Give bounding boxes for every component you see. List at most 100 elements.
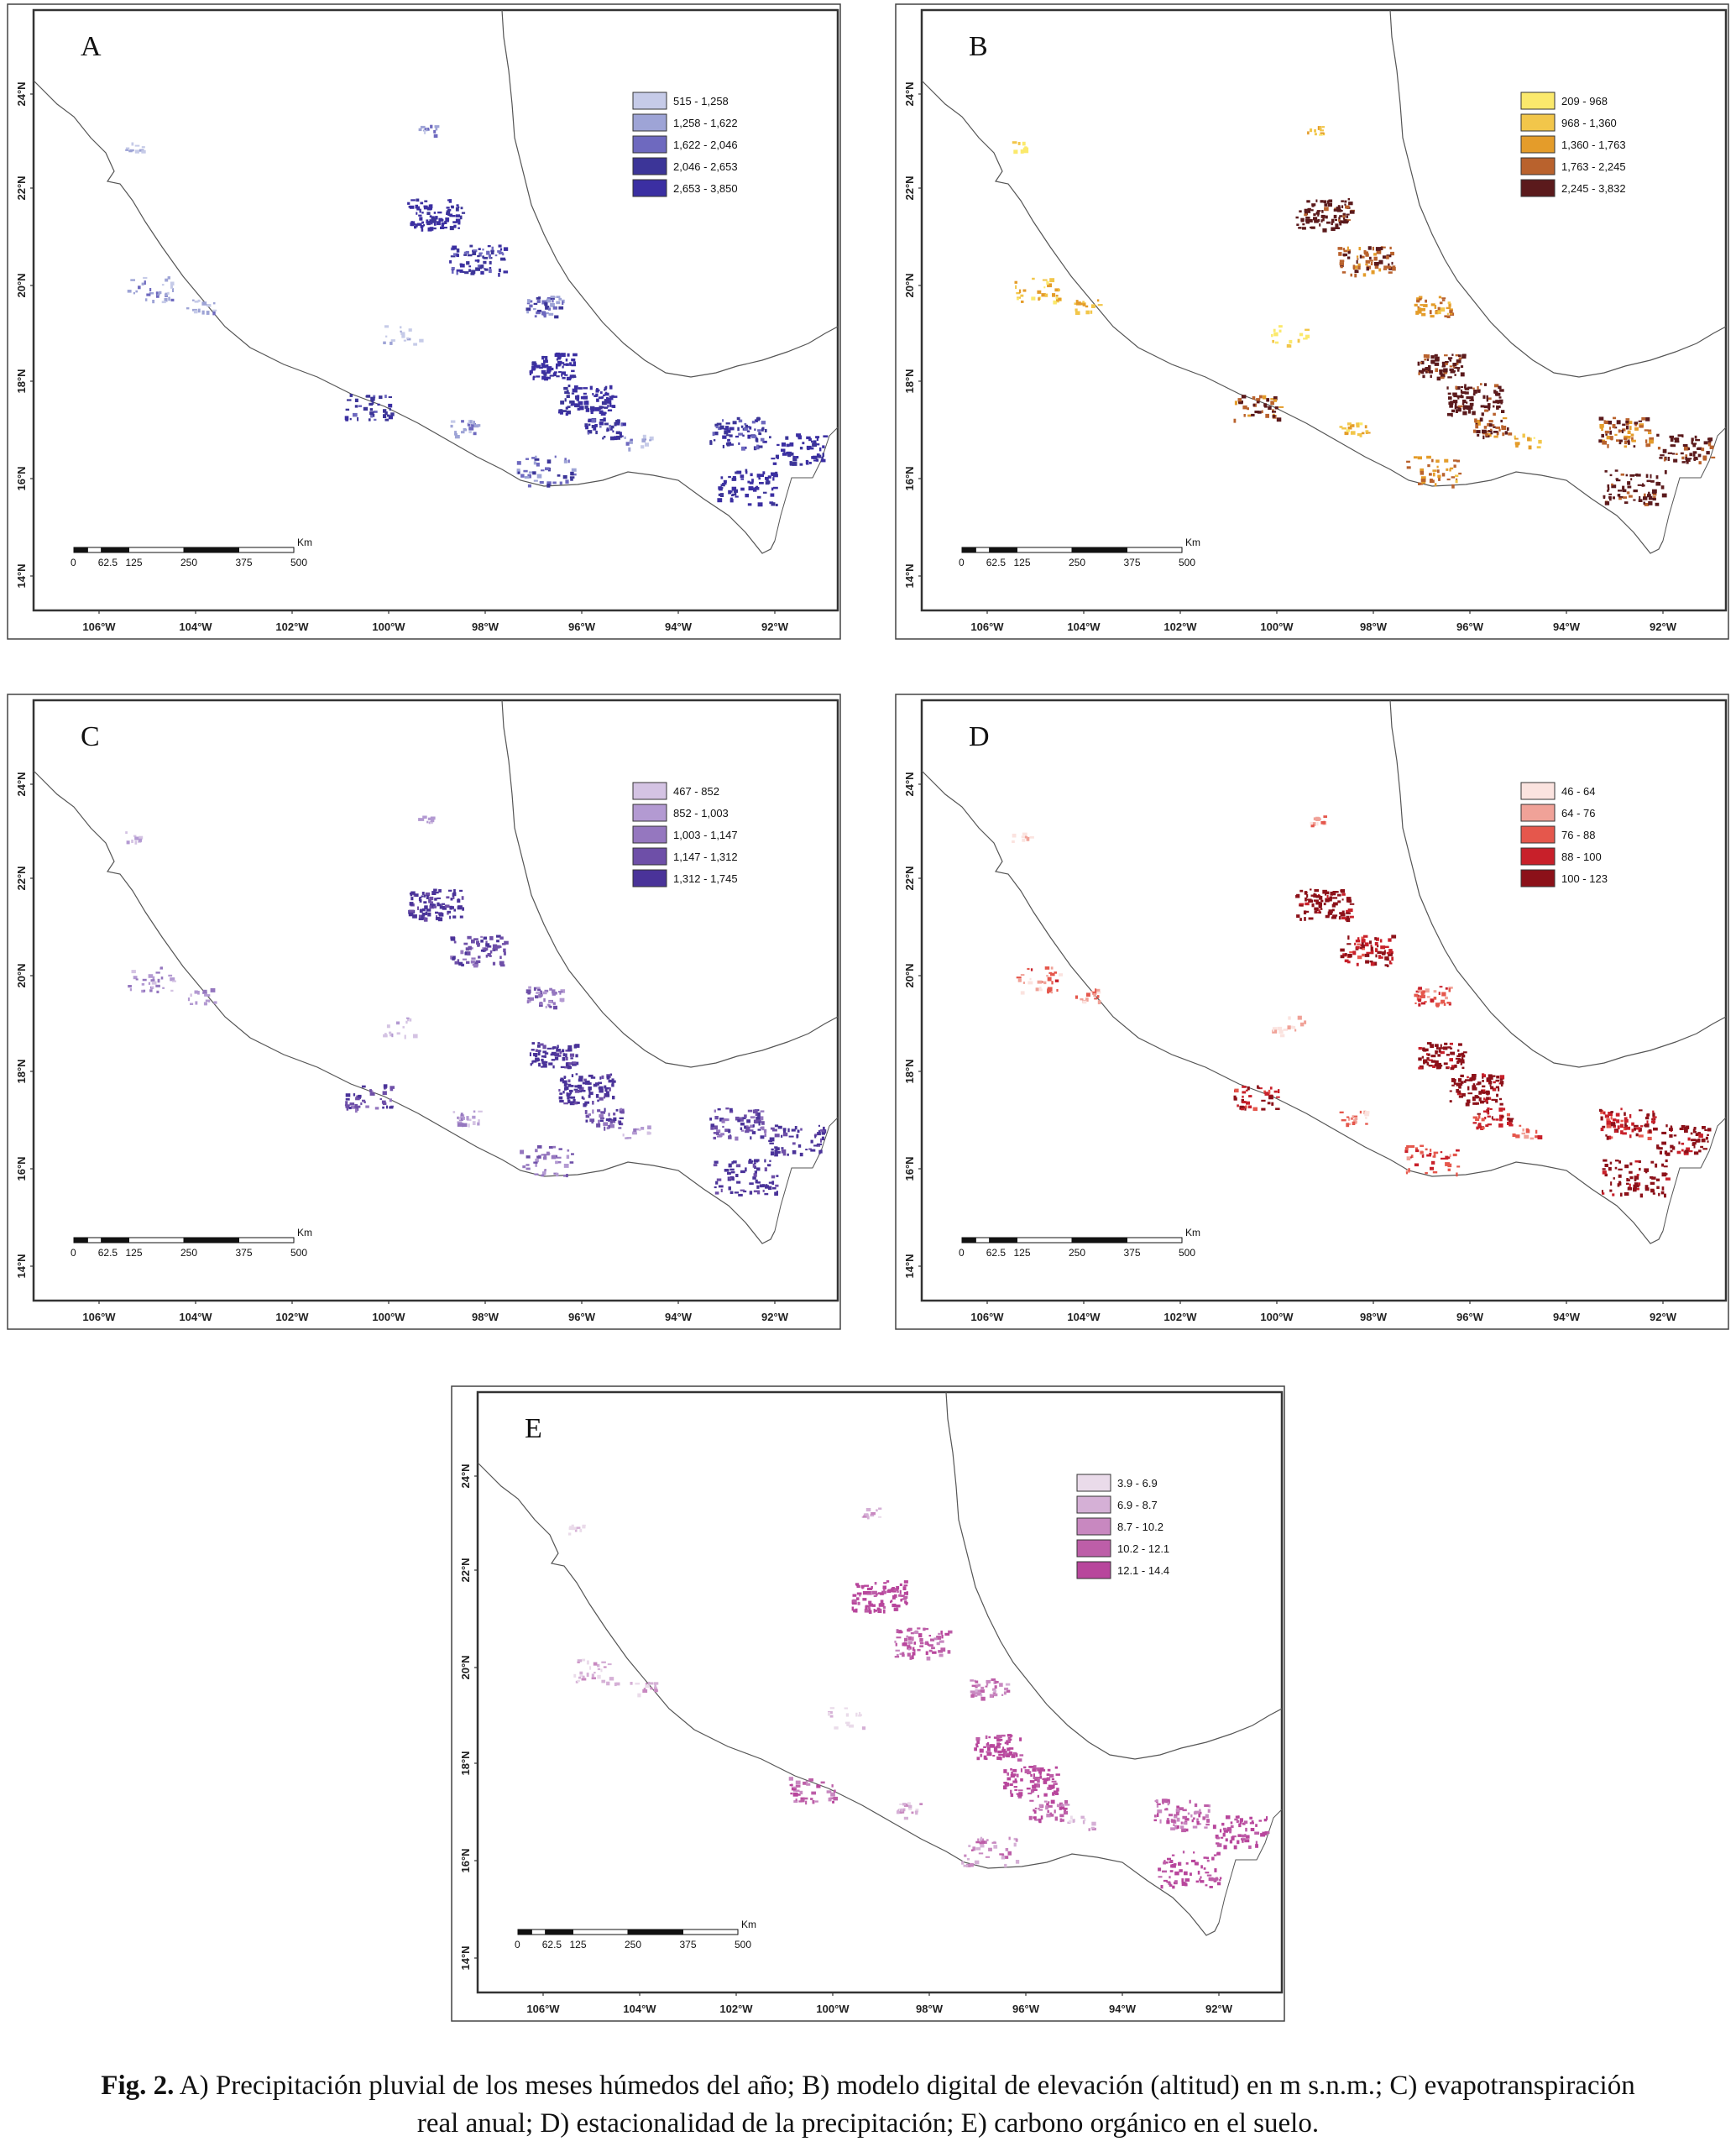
distribution-patch: [409, 1018, 412, 1022]
distribution-patch: [454, 431, 457, 435]
distribution-patch: [597, 1668, 601, 1671]
distribution-patch: [546, 364, 549, 367]
distribution-patch: [606, 1075, 610, 1080]
distribution-patch: [1611, 483, 1613, 486]
distribution-patch: [1417, 456, 1422, 460]
legend-swatch: [1520, 804, 1556, 822]
distribution-patch: [1655, 1163, 1658, 1168]
distribution-patch: [726, 442, 730, 447]
distribution-patch: [547, 307, 552, 311]
distribution-patch: [457, 898, 461, 903]
distribution-patch: [749, 1182, 754, 1186]
distribution-patch: [1436, 469, 1440, 474]
distribution-patch: [1347, 251, 1351, 254]
distribution-patch: [1416, 297, 1421, 301]
distribution-patch: [1524, 1134, 1529, 1139]
distribution-patch: [1426, 354, 1430, 359]
distribution-patch: [1434, 483, 1437, 487]
distribution-patch: [1501, 425, 1503, 428]
distribution-patch: [1477, 1123, 1482, 1127]
distribution-patch: [1266, 1816, 1268, 1820]
distribution-patch: [1341, 1119, 1346, 1122]
distribution-patch: [389, 1106, 394, 1109]
distribution-patch: [1206, 1819, 1209, 1823]
distribution-patch: [791, 1128, 796, 1132]
distribution-patch: [1200, 1876, 1202, 1879]
distribution-patch: [1241, 395, 1247, 399]
distribution-patch: [884, 1586, 886, 1589]
distribution-patch: [494, 946, 498, 951]
distribution-patch: [1355, 940, 1361, 943]
distribution-patch: [1242, 1095, 1244, 1098]
distribution-patch: [822, 453, 824, 458]
distribution-patch: [1633, 1187, 1637, 1192]
distribution-patch: [1437, 310, 1441, 315]
legend-label: 515 - 1,258: [673, 95, 729, 107]
distribution-patch: [1655, 1178, 1660, 1181]
distribution-patch: [129, 149, 134, 152]
distribution-patch: [463, 942, 468, 945]
distribution-patch: [1650, 1175, 1654, 1179]
distribution-patch: [720, 476, 724, 479]
distribution-patch: [544, 302, 548, 306]
distribution-patch: [1479, 417, 1483, 422]
distribution-patch: [1609, 1189, 1613, 1192]
distribution-patch: [1604, 1114, 1610, 1118]
distribution-patch: [1626, 491, 1630, 495]
legend-label: 1,312 - 1,745: [673, 872, 738, 885]
distribution-patch: [1296, 223, 1299, 226]
distribution-patch: [1689, 453, 1692, 457]
distribution-patch: [1019, 1754, 1024, 1757]
distribution-patch: [1608, 1135, 1612, 1140]
distribution-patch: [462, 1123, 468, 1127]
distribution-patch: [1357, 263, 1361, 267]
distribution-patch: [1489, 1084, 1492, 1087]
distribution-patch: [1606, 1123, 1612, 1128]
scale-tick-label: 62.5: [542, 1939, 562, 1950]
distribution-patch: [562, 474, 567, 479]
distribution-patch: [1091, 304, 1095, 308]
distribution-patch: [811, 1791, 816, 1795]
distribution-patch: [1420, 994, 1425, 998]
distribution-patch: [1016, 977, 1022, 979]
distribution-patch: [1480, 405, 1485, 408]
distribution-patch: [986, 1741, 990, 1746]
distribution-patch: [1208, 1804, 1210, 1808]
distribution-patch: [1509, 1123, 1514, 1127]
distribution-patch: [995, 1736, 1000, 1739]
distribution-patch: [1304, 917, 1306, 921]
distribution-patch: [546, 298, 552, 303]
distribution-patch: [1045, 1805, 1048, 1810]
distribution-patch: [1366, 951, 1371, 955]
distribution-patch: [424, 200, 428, 202]
distribution-patch: [1051, 1778, 1054, 1780]
distribution-patch: [1683, 1153, 1689, 1155]
distribution-patch: [620, 422, 626, 427]
distribution-patch: [1059, 1806, 1062, 1810]
distribution-patch: [613, 395, 618, 398]
distribution-patch: [757, 495, 761, 499]
distribution-patch: [361, 1085, 366, 1088]
distribution-patch: [1483, 1097, 1486, 1101]
distribution-patch: [421, 221, 424, 224]
distribution-patch: [559, 1092, 563, 1095]
distribution-patch: [571, 468, 577, 472]
distribution-patch: [1030, 1774, 1033, 1778]
distribution-patch: [829, 1797, 834, 1799]
distribution-patch: [1351, 1117, 1353, 1120]
distribution-patch: [611, 1082, 614, 1087]
distribution-patch: [1012, 1768, 1017, 1772]
distribution-patch: [747, 503, 752, 506]
distribution-patch: [1003, 1782, 1006, 1784]
distribution-patch: [1626, 1182, 1629, 1186]
distribution-patch: [419, 338, 424, 343]
distribution-patch: [1456, 362, 1459, 365]
distribution-patch: [1477, 390, 1481, 393]
distribution-patch: [1346, 909, 1350, 914]
distribution-patch: [1418, 998, 1421, 1003]
distribution-patch: [980, 1689, 985, 1694]
distribution-patch: [139, 835, 144, 840]
distribution-patch: [1639, 1193, 1643, 1198]
lon-label: 106°W: [526, 2003, 560, 2015]
distribution-patch: [448, 889, 452, 892]
